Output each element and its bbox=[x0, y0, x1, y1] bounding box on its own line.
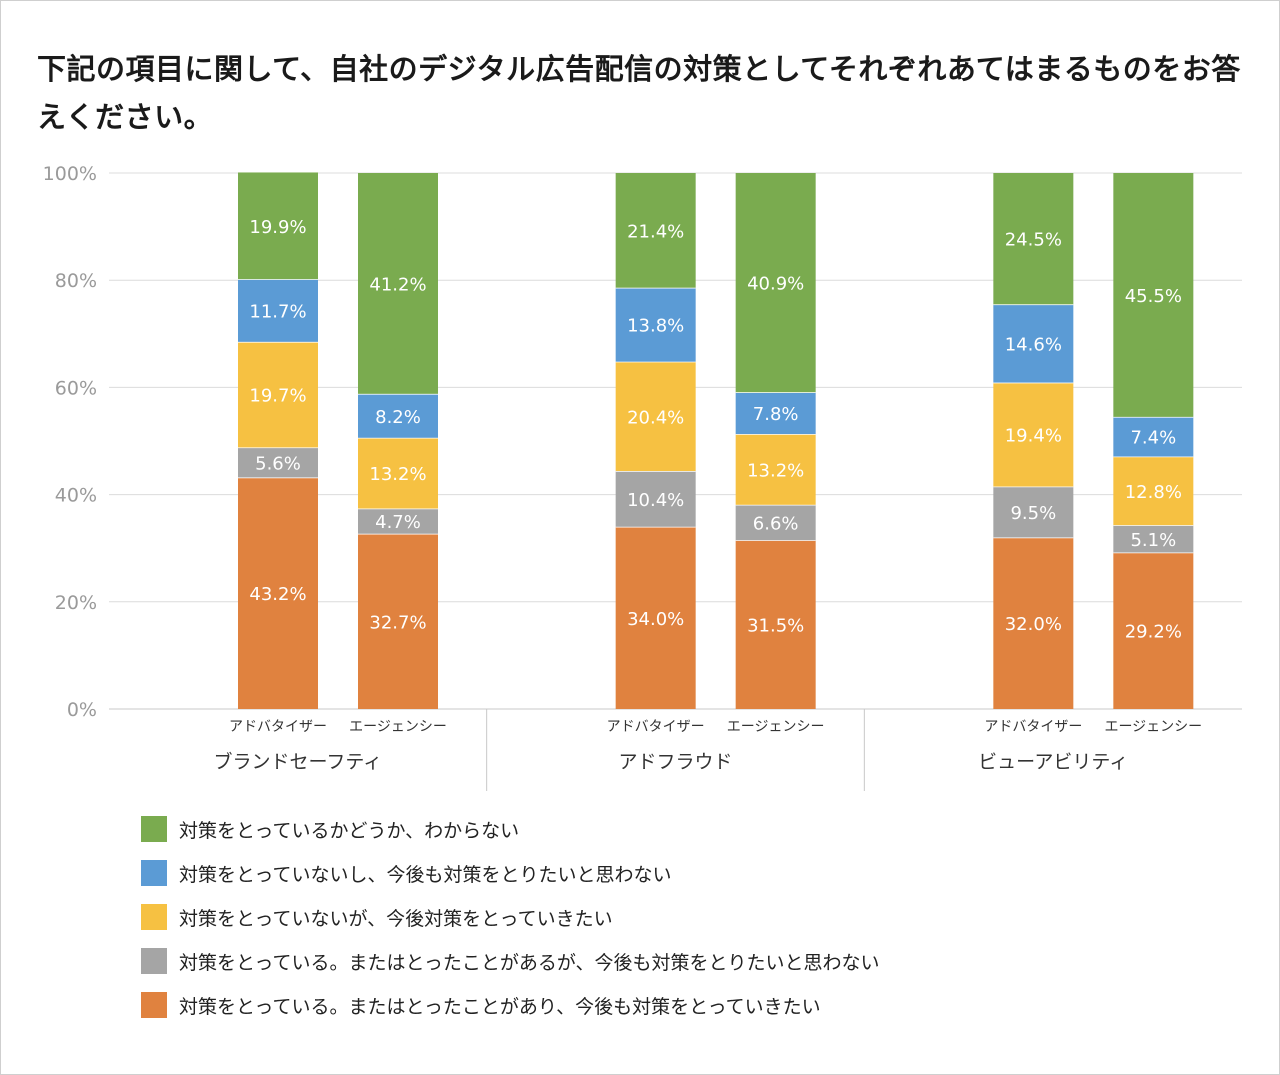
data-label: 32.0% bbox=[1005, 614, 1062, 635]
bar-segment bbox=[735, 392, 816, 435]
data-label: 20.4% bbox=[627, 407, 684, 428]
bar-segment bbox=[615, 471, 696, 527]
data-label: 31.5% bbox=[747, 616, 804, 637]
bar-segment bbox=[1113, 416, 1194, 457]
data-label: 9.5% bbox=[1010, 503, 1056, 524]
bar-segment bbox=[358, 393, 438, 438]
data-label: 41.2% bbox=[369, 274, 426, 295]
group-label: ビューアビリティ bbox=[978, 751, 1128, 773]
y-tick-label: 100% bbox=[43, 163, 97, 185]
bar-segment bbox=[993, 486, 1074, 538]
bar-segment bbox=[358, 437, 438, 509]
bar-segment bbox=[615, 526, 696, 709]
data-label: 6.6% bbox=[753, 513, 799, 534]
bar-category-label: エージェンシー bbox=[349, 719, 447, 735]
y-tick-label: 0% bbox=[67, 699, 97, 721]
y-tick-label: 40% bbox=[55, 485, 97, 507]
bar-segment bbox=[735, 540, 816, 709]
bar-segment bbox=[993, 382, 1074, 487]
bar-segment bbox=[735, 173, 816, 393]
data-label: 24.5% bbox=[1005, 230, 1062, 251]
bar-segment bbox=[1113, 525, 1194, 553]
data-label: 40.9% bbox=[747, 274, 804, 295]
bar-segment bbox=[615, 361, 696, 472]
data-label: 29.2% bbox=[1125, 622, 1182, 643]
bar-category-label: エージェンシー bbox=[727, 719, 825, 735]
data-label: 19.4% bbox=[1005, 426, 1062, 447]
legend-item: 対策をとっている。またはとったことがあり、今後も対策をとっていきたい bbox=[141, 983, 880, 1027]
bar-segment bbox=[358, 533, 438, 709]
bar-segment bbox=[238, 279, 318, 342]
data-label: 32.7% bbox=[369, 612, 426, 633]
data-label: 12.8% bbox=[1125, 482, 1182, 503]
data-label: 5.1% bbox=[1130, 530, 1176, 551]
bar-segment bbox=[238, 172, 318, 280]
data-label: 5.6% bbox=[255, 453, 301, 474]
bar-segment bbox=[238, 477, 318, 709]
bar-segment bbox=[1113, 552, 1194, 709]
legend-label: 対策をとっていないが、今後対策をとっていきたい bbox=[179, 907, 613, 930]
legend-swatch bbox=[141, 992, 167, 1018]
data-label: 19.9% bbox=[249, 217, 306, 238]
y-tick-label: 20% bbox=[55, 592, 97, 614]
data-label: 4.7% bbox=[375, 512, 421, 533]
bar-segment bbox=[735, 504, 816, 541]
data-label: 43.2% bbox=[249, 584, 306, 605]
bar-category-label: アドバタイザー bbox=[984, 719, 1082, 735]
data-label: 8.2% bbox=[375, 407, 421, 428]
legend-item: 対策をとっていないし、今後も対策をとりたいと思わない bbox=[141, 851, 880, 895]
bar-segment bbox=[615, 173, 696, 288]
y-tick-label: 60% bbox=[55, 377, 97, 399]
data-label: 7.8% bbox=[753, 404, 799, 425]
bar-segment bbox=[238, 341, 318, 448]
legend-label: 対策をとっている。またはとったことがあり、今後も対策をとっていきたい bbox=[179, 995, 821, 1018]
y-tick-label: 80% bbox=[55, 270, 97, 292]
bar-segment bbox=[993, 537, 1074, 709]
group-label: ブランドセーフティ bbox=[213, 750, 382, 773]
data-label: 10.4% bbox=[627, 490, 684, 511]
chart-title: 下記の項目に関して、自社のデジタル広告配信の対策としてそれぞれあてはまるものをお… bbox=[37, 52, 1241, 134]
data-label: 45.5% bbox=[1125, 286, 1182, 307]
legend-label: 対策をとっていないし、今後も対策をとりたいと思わない bbox=[179, 863, 672, 886]
data-label: 13.2% bbox=[369, 464, 426, 485]
bar-segment bbox=[735, 434, 816, 505]
data-label: 11.7% bbox=[249, 301, 306, 322]
legend-item: 対策をとっているかどうか、わからない bbox=[141, 807, 880, 851]
stacked-bar-chart: 0% 20% 40% 60% 80% 100% 43.2% 5.6% 19.7% 11.7% 19.… bbox=[43, 163, 1242, 791]
data-label: 21.4% bbox=[627, 221, 684, 242]
legend-swatch bbox=[141, 816, 167, 842]
bar-segment bbox=[993, 304, 1074, 383]
legend-label: 対策をとっているかどうか、わからない bbox=[179, 819, 520, 842]
bar-segment bbox=[615, 287, 696, 362]
bar-segment bbox=[1113, 456, 1194, 526]
bar-category-label: アドバタイザー bbox=[229, 719, 327, 735]
legend-swatch bbox=[141, 904, 167, 930]
group-label: アドフラウド bbox=[618, 751, 732, 773]
bar-segment bbox=[238, 447, 318, 478]
bar-category-label: エージェンシー bbox=[1104, 719, 1202, 735]
data-label: 34.0% bbox=[627, 609, 684, 630]
data-label: 13.8% bbox=[627, 316, 684, 337]
bar-segment bbox=[358, 508, 438, 534]
data-label: 19.7% bbox=[249, 386, 306, 407]
legend-label: 対策をとっている。またはとったことがあるが、今後も対策をとりたいと思わない bbox=[179, 951, 880, 974]
data-label: 14.6% bbox=[1005, 334, 1062, 355]
bar-segment bbox=[993, 173, 1074, 305]
bar-segment bbox=[358, 173, 438, 394]
legend-swatch bbox=[141, 860, 167, 886]
data-label: 7.4% bbox=[1130, 428, 1176, 449]
legend-item: 対策をとっている。またはとったことがあるが、今後も対策をとりたいと思わない bbox=[141, 939, 880, 983]
bar-category-label: アドバタイザー bbox=[607, 719, 705, 735]
legend: 対策をとっているかどうか、わからない対策をとっていないし、今後も対策をとりたいと… bbox=[141, 807, 880, 1027]
legend-swatch bbox=[141, 948, 167, 974]
legend-item: 対策をとっていないが、今後対策をとっていきたい bbox=[141, 895, 880, 939]
data-label: 13.2% bbox=[747, 460, 804, 481]
bar-segment bbox=[1113, 173, 1194, 417]
